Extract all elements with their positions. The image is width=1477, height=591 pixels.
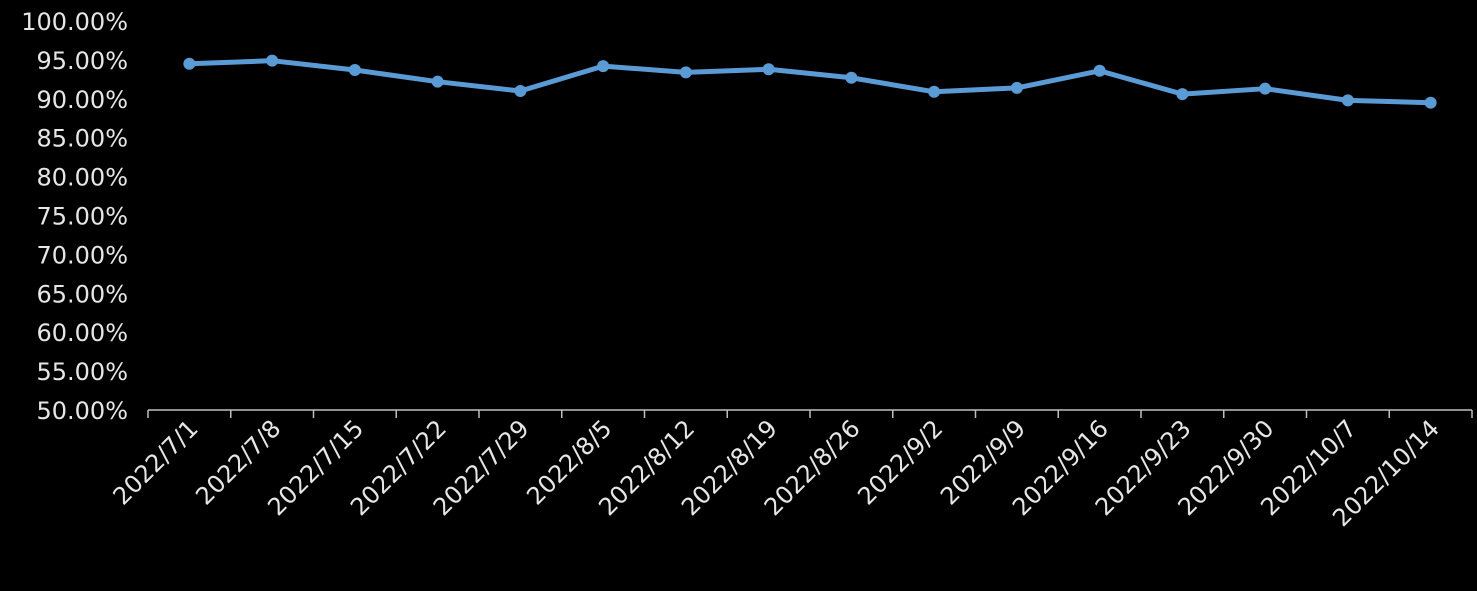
y-tick-label: 65.00%: [36, 280, 128, 308]
data-point: [845, 71, 858, 84]
x-tick-label: 2022/9/2: [852, 414, 948, 510]
data-point: [348, 64, 361, 77]
y-tick-label: 60.00%: [36, 319, 128, 347]
data-point: [762, 63, 775, 76]
data-point: [1424, 96, 1437, 109]
data-point: [679, 66, 692, 79]
data-point: [431, 75, 444, 88]
y-tick-label: 50.00%: [36, 397, 128, 425]
data-point: [183, 57, 196, 70]
y-tick-label: 75.00%: [36, 203, 128, 231]
y-tick-label: 95.00%: [36, 47, 128, 75]
data-point: [514, 85, 527, 98]
y-tick-label: 70.00%: [36, 241, 128, 269]
y-tick-label: 55.00%: [36, 358, 128, 386]
data-line: [189, 58, 1431, 106]
data-point: [1010, 81, 1023, 94]
data-point: [1259, 82, 1272, 95]
data-point: [1176, 88, 1189, 101]
y-tick-label: 80.00%: [36, 164, 128, 192]
data-point: [266, 54, 279, 67]
data-point: [1341, 94, 1354, 107]
data-point: [597, 60, 610, 73]
y-tick-label: 100.00%: [21, 8, 128, 36]
x-tick-label: 2022/7/1: [108, 414, 204, 510]
data-point: [928, 85, 941, 98]
y-tick-label: 85.00%: [36, 125, 128, 153]
data-point: [1093, 64, 1106, 77]
y-tick-label: 90.00%: [36, 86, 128, 114]
